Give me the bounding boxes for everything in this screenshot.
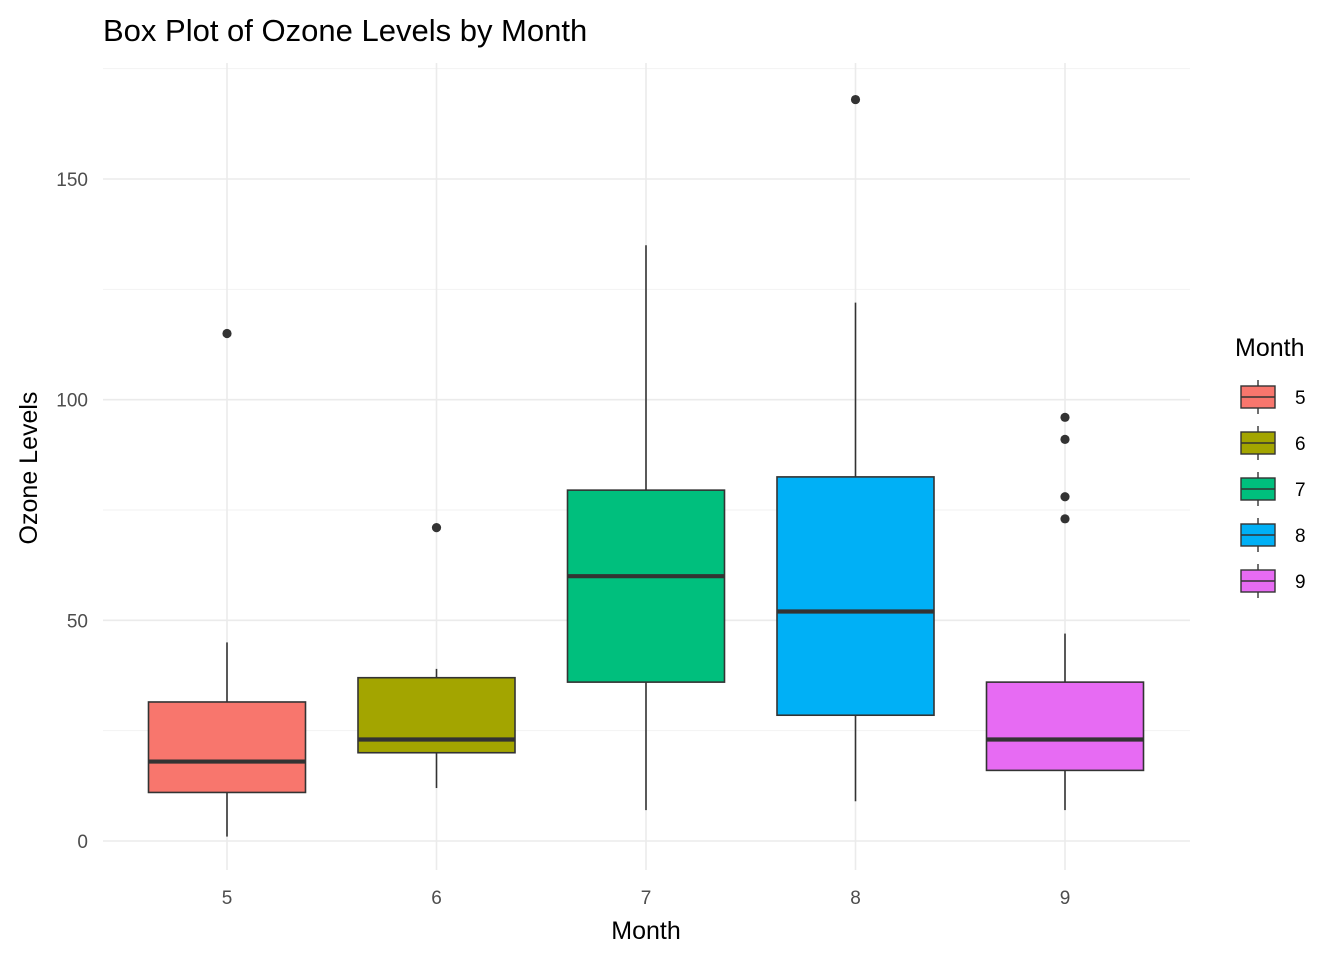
outlier-point bbox=[1060, 514, 1070, 524]
y-tick-label: 100 bbox=[56, 391, 88, 412]
outlier-point bbox=[1060, 492, 1070, 502]
y-axis-title: Ozone Levels bbox=[15, 392, 43, 545]
box-month-7 bbox=[566, 245, 726, 811]
outlier-point bbox=[222, 328, 232, 339]
box-iqr bbox=[985, 681, 1145, 772]
legend-label: 8 bbox=[1295, 526, 1306, 547]
y-axis-ticks: 0 50 100 150 bbox=[56, 170, 88, 853]
box-month-8 bbox=[776, 94, 935, 802]
box-month-5 bbox=[147, 328, 307, 837]
y-tick-label: 50 bbox=[67, 611, 88, 632]
legend-item-9: 9 bbox=[1240, 564, 1306, 598]
x-tick-label: 8 bbox=[850, 888, 861, 909]
box-iqr bbox=[566, 489, 726, 683]
box-iqr bbox=[147, 701, 307, 794]
x-tick-label: 6 bbox=[431, 888, 442, 909]
box-month-9 bbox=[985, 412, 1145, 811]
outlier-point bbox=[431, 523, 442, 533]
legend-item-8: 8 bbox=[1240, 518, 1306, 552]
y-tick-label: 150 bbox=[56, 170, 88, 191]
chart-title: Box Plot of Ozone Levels by Month bbox=[103, 13, 587, 48]
legend: Month 5 6 7 8 9 bbox=[1235, 334, 1306, 598]
legend-label: 9 bbox=[1295, 572, 1306, 593]
outlier-point bbox=[1060, 412, 1070, 422]
legend-label: 6 bbox=[1295, 434, 1306, 455]
boxes bbox=[147, 94, 1145, 837]
x-tick-label: 5 bbox=[222, 888, 233, 909]
x-tick-label: 7 bbox=[641, 888, 652, 909]
outlier-point bbox=[1060, 434, 1070, 444]
legend-item-5: 5 bbox=[1240, 380, 1306, 414]
outlier-point bbox=[850, 94, 861, 105]
legend-title: Month bbox=[1235, 334, 1304, 362]
x-axis-title: Month bbox=[611, 917, 680, 945]
box-iqr bbox=[776, 476, 935, 717]
legend-label: 5 bbox=[1295, 388, 1306, 409]
legend-item-7: 7 bbox=[1240, 472, 1306, 506]
legend-item-6: 6 bbox=[1240, 426, 1306, 460]
legend-label: 7 bbox=[1295, 480, 1306, 501]
y-tick-label: 0 bbox=[77, 832, 88, 853]
box-month-6 bbox=[357, 523, 516, 789]
x-axis-ticks: 5 6 7 8 9 bbox=[222, 888, 1071, 909]
x-tick-label: 9 bbox=[1060, 888, 1071, 909]
